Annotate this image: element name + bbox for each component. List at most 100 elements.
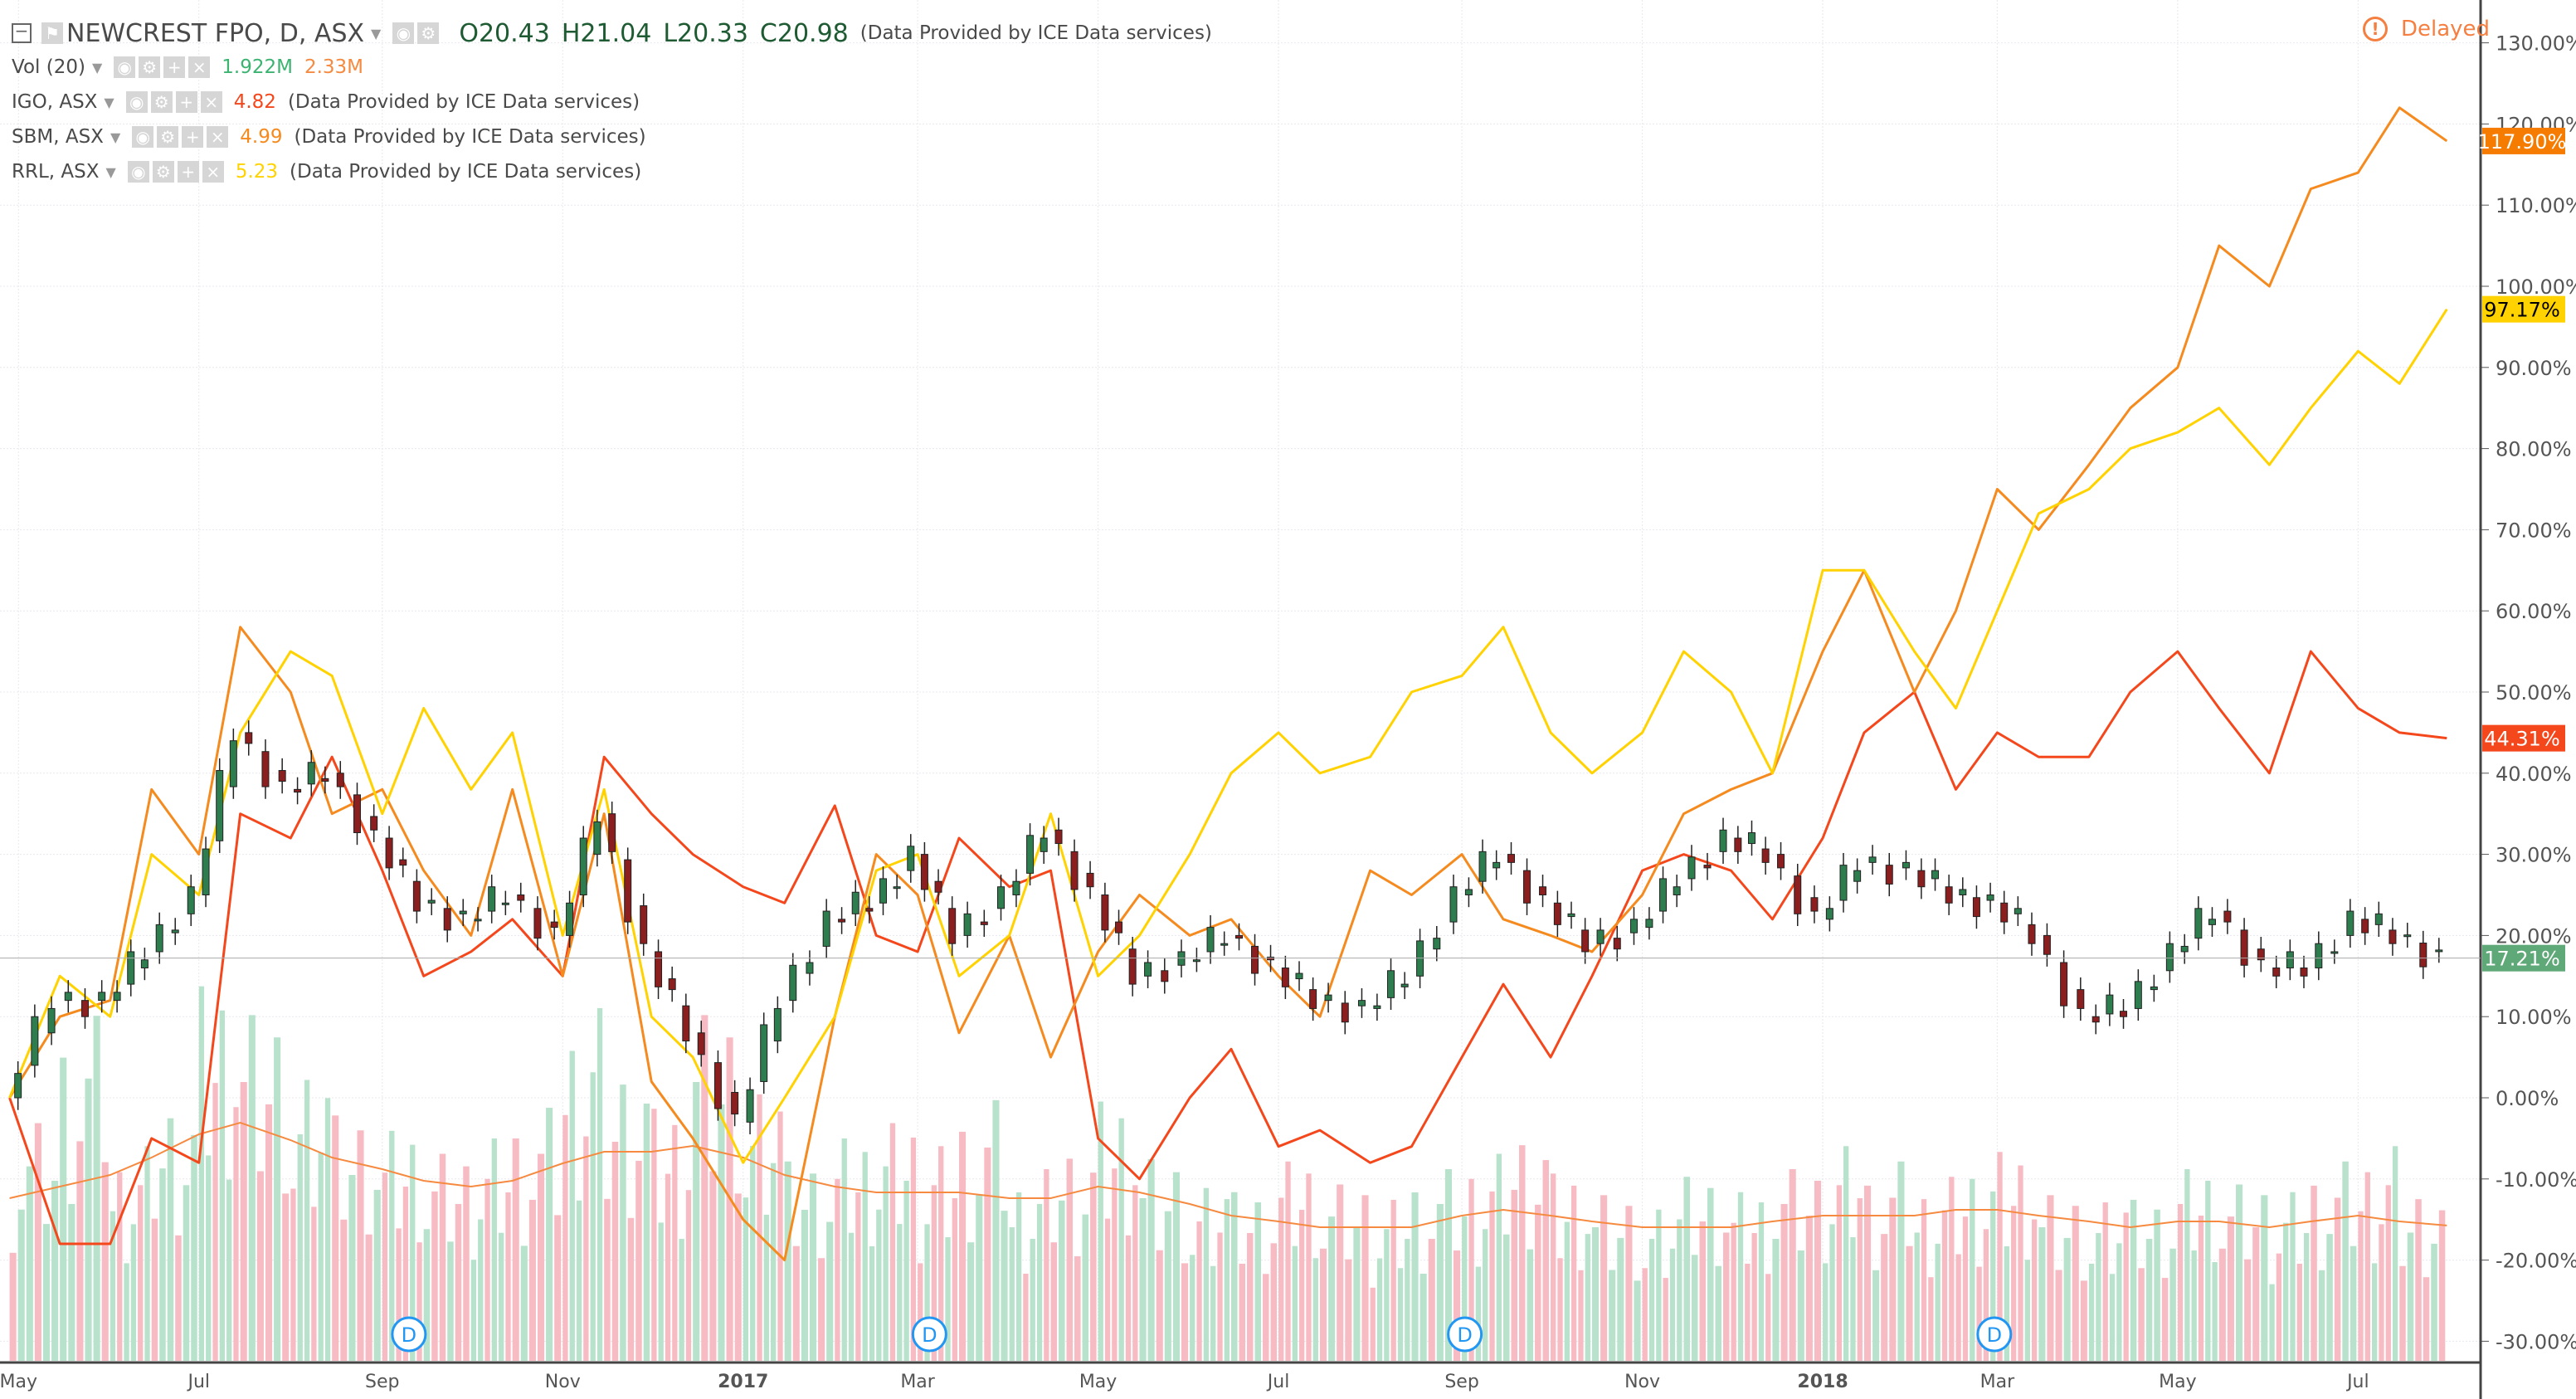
volume-bar [2047,1195,2054,1361]
volume-label[interactable]: Vol (20) [12,56,85,78]
gear-icon[interactable]: ⚙ [139,56,161,78]
candle-body [1220,943,1229,946]
collapse-icon[interactable]: − [12,22,32,43]
candle-body [934,880,942,893]
volume-bar [2431,1243,2437,1361]
volume-bar [2011,1206,2017,1361]
volume-bar [2198,1216,2204,1361]
compare-value: 5.23 [235,161,279,183]
gear-icon[interactable]: ⚙ [157,126,179,148]
y-tick-label: 60.00% [2496,600,2572,623]
candle-body [1054,829,1063,845]
volume-bar [1983,1229,1989,1361]
symbol-title[interactable]: NEWCREST FPO, D, ASX [66,18,365,48]
candle-body [2180,945,2189,953]
volume-bar [175,1235,182,1361]
gear-icon[interactable]: ⚙ [150,91,173,113]
volume-bar [918,1263,923,1361]
flag-icon[interactable]: ⚑ [41,22,63,44]
volume-bar [2303,1233,2310,1361]
candle-body [1115,921,1123,933]
volume-bar [1156,1250,1163,1361]
candle-body [2240,929,2248,966]
candle-body [773,1007,782,1042]
warning-icon: ! [2363,17,2388,41]
volume-bar [658,1222,664,1361]
plus-icon[interactable]: + [177,161,199,183]
chevron-down-icon[interactable]: ▼ [105,163,116,180]
volume-bar [42,1224,51,1361]
candle-body [1387,970,1395,998]
candle-body [2120,1011,2128,1017]
volume-bar [1571,1185,1577,1361]
candle-body [1161,970,1169,982]
volume-bar [1411,1192,1419,1361]
gear-icon[interactable]: ⚙ [152,161,174,183]
series-line-sbm [8,106,2448,1262]
compare-label[interactable]: SBM, ASX [12,126,104,148]
volume-bar [318,1152,324,1361]
chevron-down-icon[interactable]: ▼ [91,59,103,76]
candle-body [2091,1016,2100,1023]
compare-label[interactable]: RRL, ASX [12,161,100,183]
main-series-legend: − ⚑ NEWCREST FPO, D, ASX ▼ ◉ ⚙ O20.43 H2… [12,17,1212,50]
eye-icon[interactable]: ◉ [132,126,154,148]
last-value-label: 17.21% [2484,948,2560,971]
gear-icon[interactable]: ⚙ [417,22,440,44]
y-tick-label: 90.00% [2496,357,2572,380]
volume-bar [402,1187,409,1361]
volume-bar [159,1168,166,1361]
close-icon[interactable]: × [188,56,211,78]
close-icon[interactable]: × [207,126,229,148]
volume-bar [604,1198,611,1361]
close-icon[interactable]: × [202,161,224,183]
plus-icon[interactable]: + [163,56,186,78]
volume-bar [1104,1218,1111,1361]
volume-bar [643,1104,650,1361]
candle-body [1777,854,1785,869]
volume-bar [924,1224,930,1361]
delayed-label: Delayed [2401,17,2491,41]
close-icon[interactable]: × [200,91,222,113]
candle-body [2257,948,2265,961]
last-value-label: 44.31% [2484,728,2560,751]
volume-bar [1625,1206,1633,1361]
candle-body [202,848,210,896]
volume-bar [2102,1202,2108,1361]
plus-icon[interactable]: + [175,91,197,113]
volume-bar [2177,1204,2184,1361]
candle-body [98,992,106,1002]
chevron-down-icon[interactable]: ▼ [371,25,382,41]
candle-body [2106,994,2114,1015]
volume-bar [2018,1165,2023,1361]
x-tick-label: Jul [2345,1372,2369,1392]
candle-body [1581,929,1590,953]
eye-icon[interactable]: ◉ [127,161,149,183]
candle-body [1341,1002,1349,1023]
eye-icon[interactable]: ◉ [114,56,136,78]
compare-label[interactable]: IGO, ASX [12,91,98,113]
volume-bar [60,1057,67,1361]
chevron-down-icon[interactable]: ▼ [110,129,121,145]
chevron-down-icon[interactable]: ▼ [104,94,114,110]
candle-body [2361,919,2369,933]
volume-ma-value: 2.33M [304,56,364,78]
candle-body [682,1005,690,1042]
volume-bar [1609,1270,1616,1361]
eye-icon[interactable]: ◉ [392,22,415,44]
volume-bar [1707,1187,1714,1361]
delayed-status[interactable]: ! Delayed [2363,17,2490,41]
volume-bar [959,1131,967,1361]
volume-bar [1677,1219,1682,1361]
eye-icon[interactable]: ◉ [125,91,148,113]
volume-bar [876,1209,882,1361]
candle-body [2315,943,2323,969]
volume-bar [1125,1235,1132,1361]
volume-bar [499,1232,504,1361]
volume-bar [2109,1274,2116,1361]
volume-bar [1328,1216,1336,1361]
candle-body [1931,870,1940,880]
volume-bar [1962,1216,1969,1361]
plus-icon[interactable]: + [182,126,204,148]
